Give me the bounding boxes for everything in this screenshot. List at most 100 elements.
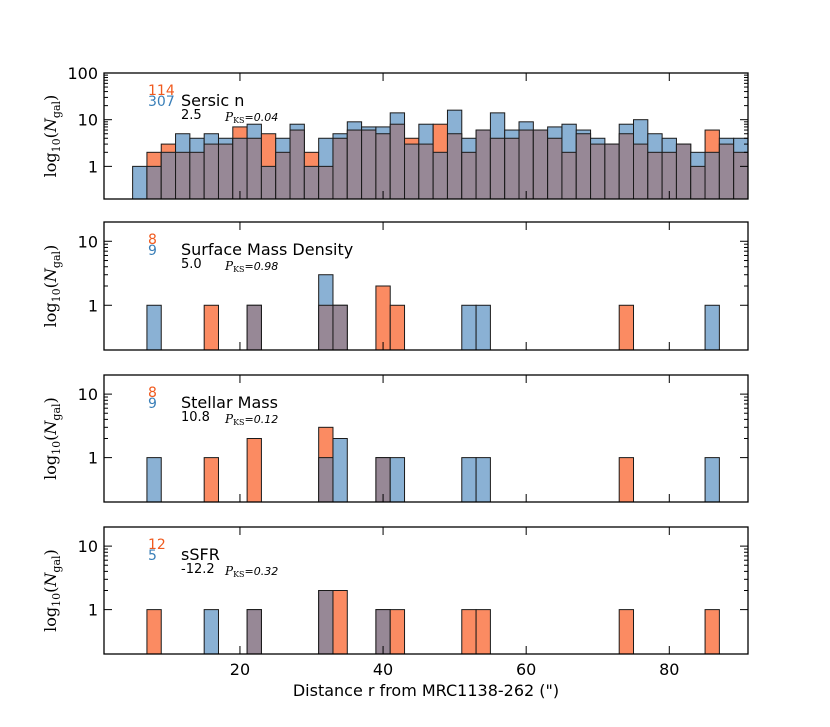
bar-low-15 [332,438,348,503]
bar-low-41 [704,457,720,503]
x-tick-label: 20 [230,660,250,679]
bar-overlap-41 [704,151,720,200]
split-value: 10.8 [181,410,210,425]
count-low-label: 5 [148,548,157,564]
count-high-label: 8 [148,232,157,248]
bar-overlap-36 [633,143,649,200]
bar-low-2 [146,457,162,503]
bar-overlap-9 [246,609,262,655]
panel-title: Stellar Mass [181,393,278,412]
x-tick-label: 40 [373,660,393,679]
bar-overlap-14 [318,590,334,655]
x-tick-label: 80 [659,660,679,679]
panel-title: sSFR [181,545,220,564]
y-tick-label: 10 [78,111,98,130]
pks-label: PKS=0.98 [224,259,278,274]
count-high-label: 8 [148,385,157,401]
bar-overlap-7 [217,143,234,200]
bar-high-6 [203,457,219,503]
bar-low-41 [704,304,720,351]
bar-high-35 [618,457,635,503]
y-axis-label: log10(Ngal) [41,397,63,480]
bar-high-15 [332,590,348,655]
bar-overlap-42 [718,143,735,200]
bar-overlap-8 [232,137,248,200]
bar-overlap-9 [246,304,262,351]
bar-low-25 [475,457,491,503]
bar-low-6 [203,609,219,655]
bar-overlap-23 [446,133,463,200]
panel-frame [103,72,749,200]
bar-high-41 [704,609,720,655]
bar-high-25 [475,609,491,655]
x-tick-label: 60 [516,660,536,679]
y-tick-label: 10 [78,537,98,556]
bar-overlap-6 [203,143,219,200]
y-tick-label: 1 [88,296,98,315]
count-high-label: 114 [148,83,175,99]
bar-overlap-18 [375,133,391,200]
bar-overlap-33 [590,143,606,200]
bar-overlap-2 [146,165,162,200]
bar-overlap-29 [532,129,549,200]
bar-low-2 [146,304,162,351]
count-low-label: 9 [148,396,157,412]
count-low-label: 307 [148,94,175,110]
bar-low-25 [475,304,491,351]
count-low-label: 9 [148,243,157,259]
bar-overlap-4 [175,151,191,200]
bar-overlap-16 [346,129,363,200]
bar-overlap-5 [189,151,205,200]
bar-overlap-26 [489,137,506,200]
pks-label: PKS=0.12 [224,412,278,427]
bar-overlap-35 [618,133,635,200]
bar-overlap-40 [690,165,706,200]
panel-title: Sersic n [181,91,244,110]
count-high-label: 12 [148,537,166,553]
bar-overlap-10 [260,165,277,200]
bar-overlap-27 [504,137,520,200]
bar-high-9 [246,438,262,503]
bar-overlap-25 [475,129,491,200]
split-value: -12.2 [181,562,215,577]
bar-high-24 [461,609,477,655]
y-tick-label: 1 [88,601,98,620]
bar-overlap-22 [432,151,448,200]
bar-overlap-21 [418,143,434,200]
bar-high-35 [618,609,635,655]
x-axis-label: Distance r from MRC1138-262 (") [293,681,559,700]
split-value: 2.5 [181,108,202,123]
bar-high-19 [389,304,406,351]
split-value: 5.0 [181,257,202,272]
bar-low-1 [132,165,148,200]
pks-label: PKS=0.04 [224,110,278,125]
bar-overlap-15 [332,137,348,200]
bar-low-24 [461,457,477,503]
bar-overlap-32 [575,133,592,200]
bar-overlap-11 [275,151,291,200]
y-axis-label: log10(Ngal) [41,549,63,632]
bar-overlap-43 [733,151,749,200]
bar-overlap-20 [404,143,420,200]
panel-4: 1 10 20 40 60 80 log10(Ngal) 125 sSFR-12.2 PKS=0.… [41,526,749,679]
bar-overlap-19 [389,123,406,200]
y-axis-label: log10(Ngal) [41,245,63,328]
bar-overlap-3 [160,151,177,200]
bar-overlap-14 [318,457,334,503]
bar-high-19 [389,609,406,655]
bar-high-2 [146,609,162,655]
bar-low-19 [389,457,406,503]
bar-overlap-17 [361,129,377,200]
y-tick-label: 1 [88,449,98,468]
y-tick-label: 10 [78,232,98,251]
bar-overlap-37 [647,151,663,200]
bar-low-24 [461,304,477,351]
bar-overlap-28 [518,129,534,200]
bar-overlap-39 [675,143,692,200]
bar-overlap-30 [547,137,563,200]
y-axis-label: log10(Ngal) [41,95,63,178]
bar-overlap-14 [318,165,334,200]
